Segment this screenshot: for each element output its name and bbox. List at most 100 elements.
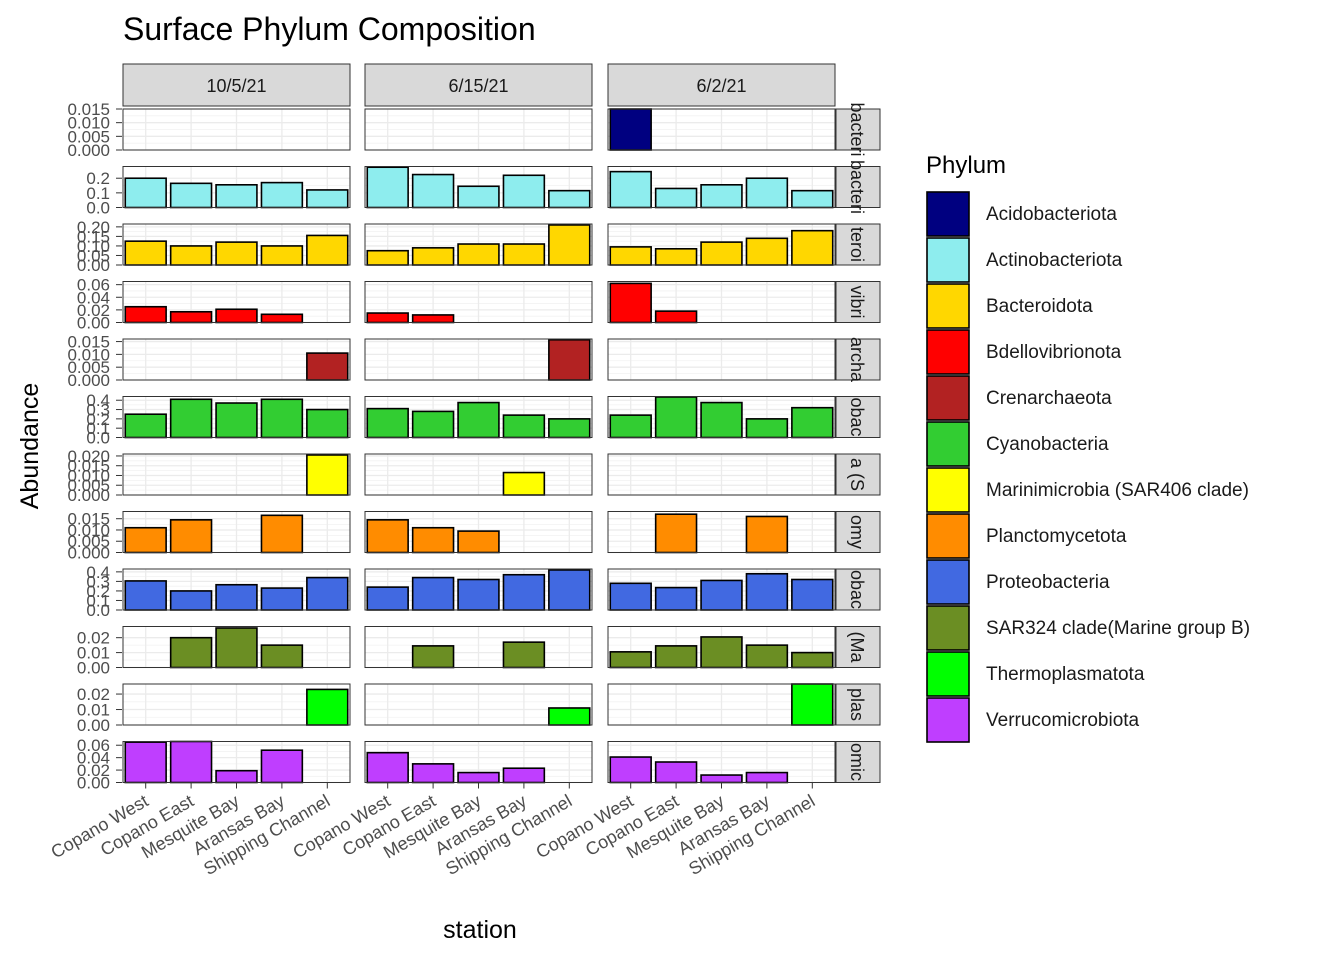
panel-border (122, 453, 351, 496)
legend-label: Verrucomicrobiota (986, 710, 1140, 731)
bar-copano-west (366, 586, 409, 611)
legend-item-12: Verrucomicrobiota (926, 697, 1140, 743)
bar-copano-west (609, 651, 652, 669)
legend-label: Marinimicrobia (SAR406 clade) (986, 480, 1249, 501)
legend-swatch (926, 329, 970, 375)
bar-copano-east (411, 410, 455, 439)
bar-mesquite-bay (215, 402, 258, 439)
facet-row-12: 0.000.020.040.06 omic (77, 736, 881, 793)
y-tick-label: 0.1 (86, 591, 110, 610)
facet-strip-right: bacteri (835, 160, 881, 214)
bar-copano-west (609, 756, 652, 784)
bar-copano-west (124, 741, 167, 784)
panel-r10-c1 (122, 626, 351, 669)
bar-mesquite-bay (700, 636, 743, 669)
facet-strip-right: a (S (835, 453, 881, 496)
bar-shipping-channel (306, 688, 349, 726)
legend: Acidobacteriota Actinobacteriota Bacteroid… (926, 191, 1250, 743)
y-tick-label: 0.06 (77, 736, 110, 755)
bar-copano-west (124, 177, 167, 209)
panel-border (364, 511, 593, 553)
bar-mesquite-bay (700, 241, 743, 266)
bar-copano-west (609, 582, 652, 611)
y-tick-label: 0.1 (86, 184, 110, 203)
panel-border (607, 626, 836, 668)
bar-aransas-bay (502, 573, 546, 611)
facet-header-2: 6/15/21 (364, 63, 593, 107)
facet-strip-box (835, 338, 881, 381)
bar-aransas-bay (745, 237, 789, 266)
facet-strip-label: archa (847, 337, 867, 383)
bar-copano-west (366, 407, 409, 439)
y-tick-label: 0.005 (67, 358, 110, 377)
panel-r9-c1 (122, 568, 351, 611)
y-tick-label: 0.010 (67, 345, 110, 364)
legend-item-8: Planctomycetota (926, 513, 1127, 559)
facet-strip-label: plas (847, 688, 867, 721)
panel-border (122, 511, 351, 553)
panel-border (607, 338, 836, 381)
bar-shipping-channel (306, 454, 349, 496)
panel-border (607, 281, 836, 323)
bar-copano-east (169, 310, 213, 324)
legend-label: Acidobacteriota (986, 204, 1117, 225)
y-tick-label: 0.000 (67, 371, 110, 390)
panel-r5-c1 (122, 338, 351, 381)
panel-border (364, 396, 593, 438)
facet-strip-box (835, 568, 881, 611)
y-tick-label: 0.04 (77, 749, 110, 768)
panel-border (607, 683, 836, 726)
bar-copano-east (169, 182, 213, 209)
facet-strip-right: plas (835, 683, 881, 726)
y-tick-label: 0.000 (67, 141, 110, 160)
bar-copano-west (124, 305, 167, 324)
y-tick-label: 0.000 (67, 486, 110, 505)
legend-item-3: Bacteroidota (926, 283, 1093, 329)
legend-swatch (926, 375, 970, 421)
legend-swatch (926, 513, 970, 559)
panel-r3-c1 (122, 223, 351, 266)
bar-mesquite-bay (700, 184, 743, 209)
bar-copano-east (654, 513, 698, 554)
bar-mesquite-bay (457, 771, 500, 784)
bar-copano-west (124, 526, 167, 554)
facet-header-label: 6/15/21 (448, 76, 508, 96)
bar-mesquite-bay (215, 627, 258, 669)
facet-row-9: 0.00.10.20.30.4 obac (86, 563, 881, 620)
facet-strip-right: archa (835, 337, 881, 383)
bar-copano-west (124, 240, 167, 266)
facet-strip-right: omy (835, 511, 881, 553)
bar-shipping-channel (306, 234, 349, 266)
legend-item-5: Crenarchaeota (926, 375, 1112, 421)
chart-title: Surface Phylum Composition (123, 11, 536, 47)
bar-mesquite-bay (457, 185, 500, 209)
panel-r6-c3 (607, 396, 836, 439)
legend-title: Phylum (926, 152, 1006, 179)
bar-shipping-channel (306, 408, 349, 439)
panel-r6-c2 (364, 396, 593, 439)
bar-shipping-channel (791, 189, 834, 209)
facet-strip-box (835, 626, 881, 668)
facet-header-box (364, 63, 593, 107)
y-tick-label: 0.3 (86, 572, 110, 591)
legend-label: SAR324 clade(Marine group B) (986, 618, 1250, 639)
y-tick-label: 0.02 (77, 301, 110, 320)
facet-row-3: 0.000.050.100.150.20 teroi (77, 218, 881, 275)
legend-swatch (926, 467, 970, 513)
y-tick-label: 0.005 (67, 476, 110, 495)
panel-border (364, 568, 593, 611)
legend-swatch (926, 605, 970, 651)
facet-strip-label: bacteri (847, 160, 867, 214)
bar-aransas-bay (502, 174, 546, 209)
bar-aransas-bay (260, 514, 304, 554)
legend-label: Planctomycetota (986, 526, 1127, 547)
y-tick-label: 0.015 (67, 333, 110, 352)
bar-copano-west (124, 580, 167, 611)
facet-strip-label: obac (847, 570, 867, 609)
panel-border (364, 338, 593, 381)
bar-copano-east (654, 761, 698, 784)
bar-copano-west (366, 519, 409, 554)
panel-border (122, 108, 351, 151)
